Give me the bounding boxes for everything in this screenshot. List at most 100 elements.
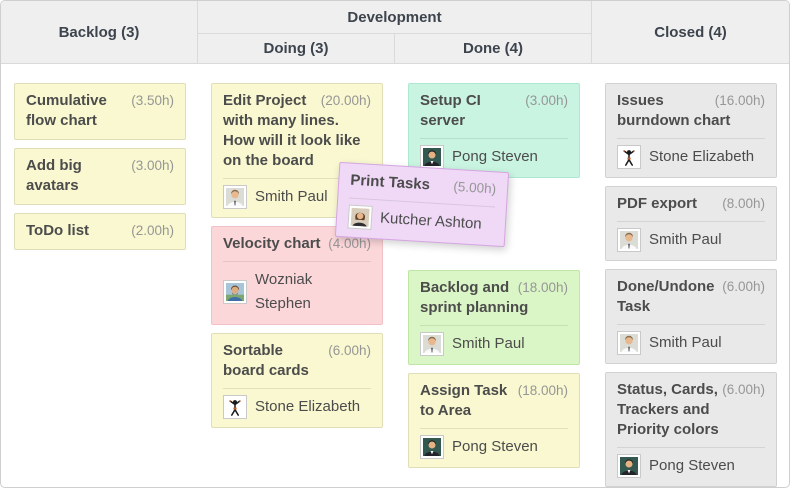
avatar-pong-steven-icon [420, 435, 444, 459]
column-done: (3.00h) Setup CI server Pong Steven (18.00h… [395, 64, 592, 487]
assignee-row: Pong Steven [420, 145, 568, 169]
column-header-closed: Closed (4) [592, 1, 789, 64]
assignee-name: Smith Paul [649, 334, 722, 351]
card-title-text: Backlog and sprint planning [420, 279, 529, 316]
group-header-label: Development [347, 8, 442, 26]
card-title: (18.00h) Backlog and sprint planning [420, 278, 568, 318]
card[interactable]: (2.00h) ToDo list [14, 213, 186, 250]
avatar-pong-steven-icon [420, 145, 444, 169]
avatar-kutcher-ashton-icon [347, 204, 373, 230]
assignee-row: Stone Elizabeth [223, 395, 371, 419]
card-title: (18.00h) Assign Task to Area [420, 381, 568, 421]
avatar-stone-elizabeth-icon [617, 145, 641, 169]
assignee-name: Smith Paul [649, 231, 722, 248]
group-header-development: Development [198, 1, 592, 34]
card-hours: (2.00h) [131, 223, 174, 238]
avatar-stone-elizabeth-icon [223, 395, 247, 419]
card-hours: (8.00h) [722, 196, 765, 211]
card-divider [223, 178, 371, 179]
card-title-text: Assign Task to Area [420, 382, 508, 419]
card[interactable]: (6.00h) Done/Undone Task Smith Paul [605, 269, 777, 364]
card-title-text: Issues burndown chart [617, 92, 731, 129]
card-title-text: ToDo list [26, 222, 90, 239]
avatar-smith-paul-icon [617, 331, 641, 355]
assignee-row: Wozniak Stephen [223, 268, 371, 316]
card[interactable]: (3.00h) Setup CI server Pong Steven [408, 83, 580, 178]
dragged-card[interactable]: (5.00h) Print Tasks Kutcher Ashton [334, 161, 510, 248]
card-hours: (18.00h) [517, 280, 568, 295]
card-divider [617, 447, 765, 448]
card-title: (4.00h) Velocity chart [223, 234, 371, 254]
card-title: (6.00h) Sortable board cards [223, 341, 371, 381]
board-body: (3.50h) Cumulative flow chart (3.00h) Add b… [1, 64, 789, 487]
card[interactable]: (6.00h) Status, Cards, Trackers and Prior… [605, 372, 777, 487]
card-hours: (3.50h) [131, 93, 174, 108]
card-title: (6.00h) Done/Undone Task [617, 277, 765, 317]
card-divider [420, 138, 568, 139]
card-divider [617, 324, 765, 325]
card-title: (20.00h) Edit Project with many lines. How … [223, 91, 371, 171]
card-title-text: Velocity chart [223, 235, 321, 252]
card-hours: (6.00h) [328, 343, 371, 358]
column-header-backlog: Backlog (3) [1, 1, 198, 64]
assignee-name: Kutcher Ashton [379, 209, 483, 233]
card-title: (5.00h) Print Tasks [350, 171, 497, 200]
column-header-doing: Doing (3) [198, 34, 395, 64]
card[interactable]: (6.00h) Sortable board cards Stone Elizabe… [211, 333, 383, 428]
assignee-row: Pong Steven [617, 454, 765, 478]
assignee-row: Kutcher Ashton [347, 204, 494, 238]
card-title-text: Edit Project [223, 92, 307, 109]
assignee-row: Smith Paul [617, 331, 765, 355]
card-hours: (3.00h) [525, 93, 568, 108]
column-header-label: Closed (4) [654, 23, 727, 41]
assignee-name: Stone Elizabeth [255, 398, 361, 415]
assignee-row: Smith Paul [223, 185, 371, 209]
card-title-text: How will it look like [223, 132, 361, 149]
card[interactable]: (3.50h) Cumulative flow chart [14, 83, 186, 140]
card-hours: (4.00h) [328, 236, 371, 251]
card[interactable]: (18.00h) Backlog and sprint planning Smith… [408, 270, 580, 365]
card-hours: (6.00h) [722, 382, 765, 397]
card-hours: (3.00h) [131, 158, 174, 173]
card-divider [223, 388, 371, 389]
assignee-row: Stone Elizabeth [617, 145, 765, 169]
assignee-name: Smith Paul [255, 188, 328, 205]
card[interactable]: (3.00h) Add big avatars [14, 148, 186, 205]
card-title: (2.00h) ToDo list [26, 221, 174, 241]
column-doing: (20.00h) Edit Project with many lines. How … [198, 64, 395, 487]
card[interactable]: (4.00h) Velocity chart Wozniak Stephen [211, 226, 383, 325]
card-title: (3.50h) Cumulative flow chart [26, 91, 174, 131]
card-title-text: PDF export [617, 195, 698, 212]
card-hours: (18.00h) [517, 383, 568, 398]
column-backlog: (3.50h) Cumulative flow chart (3.00h) Add b… [1, 64, 198, 487]
card[interactable]: (18.00h) Assign Task to Area Pong Steven [408, 373, 580, 468]
card-divider [420, 325, 568, 326]
column-header-label: Doing (3) [263, 40, 329, 57]
card-divider [223, 261, 371, 262]
card-hours: (5.00h) [452, 178, 497, 197]
board-header: Backlog (3) Development Closed (4) Doing… [1, 1, 789, 64]
avatar-smith-paul-icon [617, 228, 641, 252]
assignee-name: Stone Elizabeth [649, 148, 755, 165]
card-divider [420, 428, 568, 429]
card-title: (6.00h) Status, Cards, Trackers and Prior… [617, 380, 765, 440]
card-hours: (6.00h) [722, 279, 765, 294]
assignee-name: Pong Steven [649, 457, 735, 474]
card-title: (3.00h) Setup CI server [420, 91, 568, 131]
card[interactable]: (8.00h) PDF export Smith Paul [605, 186, 777, 261]
card-divider [617, 221, 765, 222]
assignee-row: Pong Steven [420, 435, 568, 459]
card-title-text: with many lines. [223, 112, 339, 129]
card[interactable]: (16.00h) Issues burndown chart Stone Eliza… [605, 83, 777, 178]
card-title-text: Cumulative flow chart [26, 92, 107, 129]
card-title-text: Sortable board cards [223, 342, 309, 379]
card-title: (8.00h) PDF export [617, 194, 765, 214]
assignee-row: Smith Paul [420, 332, 568, 356]
avatar-smith-paul-icon [223, 185, 247, 209]
card-title-text: Add big avatars [26, 157, 82, 194]
avatar-wozniak-stephen-icon [223, 280, 247, 304]
card[interactable]: (20.00h) Edit Project with many lines. How … [211, 83, 383, 218]
card-title: (3.00h) Add big avatars [26, 156, 174, 196]
card-title: (16.00h) Issues burndown chart [617, 91, 765, 131]
